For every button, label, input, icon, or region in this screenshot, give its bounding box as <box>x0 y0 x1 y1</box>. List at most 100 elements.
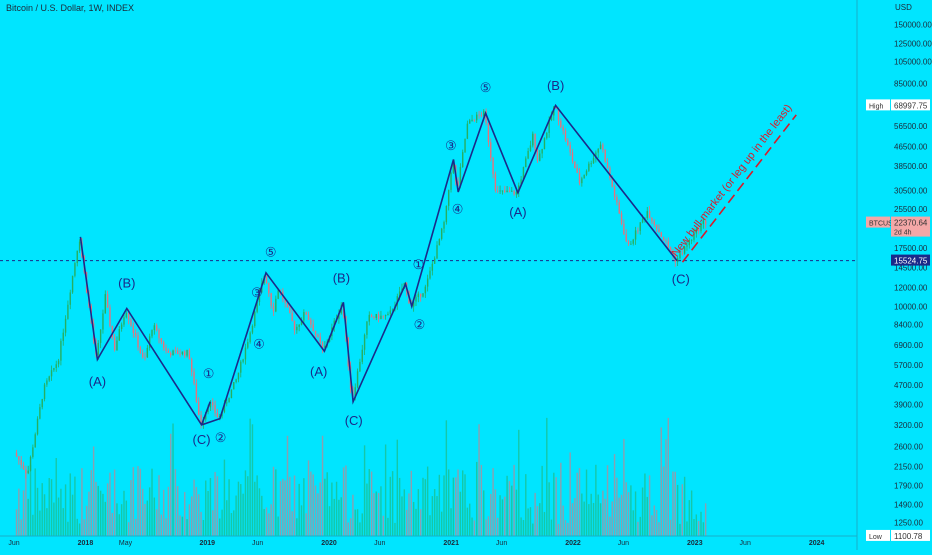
volume-bar <box>391 471 394 536</box>
volume-bar <box>32 514 34 536</box>
price-tick-label: 10000.00 <box>894 302 928 311</box>
volume-bar <box>244 470 247 536</box>
candle-body <box>667 241 669 248</box>
candle-body <box>412 301 415 307</box>
volume-bar <box>655 510 658 536</box>
candle-body <box>539 153 541 161</box>
candle-body <box>438 238 441 246</box>
candle-body <box>167 350 170 353</box>
volume-bar <box>352 494 354 536</box>
candle-body <box>569 144 571 153</box>
candle-body <box>620 213 623 224</box>
wave-label: (A) <box>509 205 526 220</box>
volume-bar <box>697 520 700 536</box>
volume-bar <box>548 482 550 536</box>
candle-body <box>641 219 644 223</box>
price-tick-label: 125000.00 <box>894 40 932 49</box>
candle-body <box>25 469 27 474</box>
candle-body <box>141 353 144 358</box>
candle-body <box>398 291 401 297</box>
candle-body <box>686 245 688 247</box>
volume-bar <box>648 475 651 536</box>
candle-body <box>494 174 497 191</box>
candle-body <box>293 320 296 331</box>
candle-body <box>289 307 291 314</box>
candle-body <box>672 252 674 256</box>
candle-body <box>102 313 104 330</box>
candle-body <box>651 218 653 222</box>
candle-body <box>574 161 576 169</box>
price-axis-panel[interactable] <box>857 0 932 550</box>
candle-body <box>697 228 700 232</box>
candle-body <box>485 110 487 123</box>
price-tick-label: 150000.00 <box>894 21 932 30</box>
volume-bar <box>459 491 462 536</box>
volume-bar <box>613 454 616 536</box>
candle-body <box>567 140 569 145</box>
price-tag-box <box>891 216 930 237</box>
volume-bar <box>71 494 74 536</box>
volume-bar <box>277 516 279 536</box>
candle-body <box>314 331 317 335</box>
candle-body <box>389 310 391 314</box>
volume-bar <box>53 502 55 536</box>
volume-bar <box>625 482 627 536</box>
candle-body <box>251 325 254 333</box>
candle-body <box>520 179 522 186</box>
candle-body <box>134 332 137 336</box>
volume-bar <box>92 446 95 536</box>
volume-bar <box>431 496 434 536</box>
candle-body <box>174 350 177 352</box>
volume-bar <box>539 503 541 536</box>
candle-body <box>688 240 691 246</box>
volume-bar <box>90 470 92 536</box>
volume-bar <box>169 433 172 536</box>
price-tag-label-box <box>866 216 890 228</box>
candle-body <box>198 401 200 415</box>
candle-body <box>595 152 597 159</box>
candle-body <box>480 115 483 117</box>
candle-body <box>478 114 480 116</box>
candle-body <box>74 263 76 276</box>
candle-body <box>433 258 436 264</box>
candle-body <box>599 144 602 149</box>
volume-bar <box>639 516 641 536</box>
volume-bar <box>158 475 160 536</box>
candle-body <box>303 312 305 321</box>
volume-bar <box>527 508 529 536</box>
candle-body <box>583 174 585 179</box>
time-tick-label: 2023 <box>687 540 703 547</box>
candle-body <box>127 312 130 320</box>
time-tick-label: 2024 <box>809 540 825 547</box>
candle-body <box>373 316 375 318</box>
candle-body <box>41 399 43 408</box>
volume-bar <box>41 483 43 536</box>
candle-body <box>368 314 370 322</box>
candle-body <box>473 119 476 121</box>
volume-bar <box>660 427 662 536</box>
volume-bar <box>515 489 518 536</box>
price-tag-countdown: 2d 4h <box>894 230 912 237</box>
price-tick-label: 4700.00 <box>894 381 923 390</box>
candle-body <box>137 335 139 348</box>
candle-body <box>193 371 195 384</box>
volume-bar <box>286 435 289 536</box>
volume-bar <box>403 489 406 536</box>
volume-bar <box>200 511 202 536</box>
candle-body <box>447 189 450 206</box>
volume-bar <box>476 461 478 536</box>
candle-body <box>214 405 216 413</box>
volume-bar <box>268 513 270 536</box>
time-axis[interactable]: Jun 2018 May 2019 Jun 2020 Jun 2021 Jun 2022 Jun 20… <box>0 535 857 547</box>
volume-bar <box>384 444 387 536</box>
candle-body <box>665 240 667 242</box>
volume-bar <box>651 515 653 536</box>
volume-bar <box>319 482 321 536</box>
volume-bar <box>249 418 251 536</box>
volume-bar <box>345 465 347 536</box>
volume-bar <box>450 508 452 536</box>
candle-body <box>471 119 473 121</box>
candle-body <box>270 293 272 306</box>
candle-body <box>452 165 455 173</box>
volume-bar <box>275 469 277 536</box>
